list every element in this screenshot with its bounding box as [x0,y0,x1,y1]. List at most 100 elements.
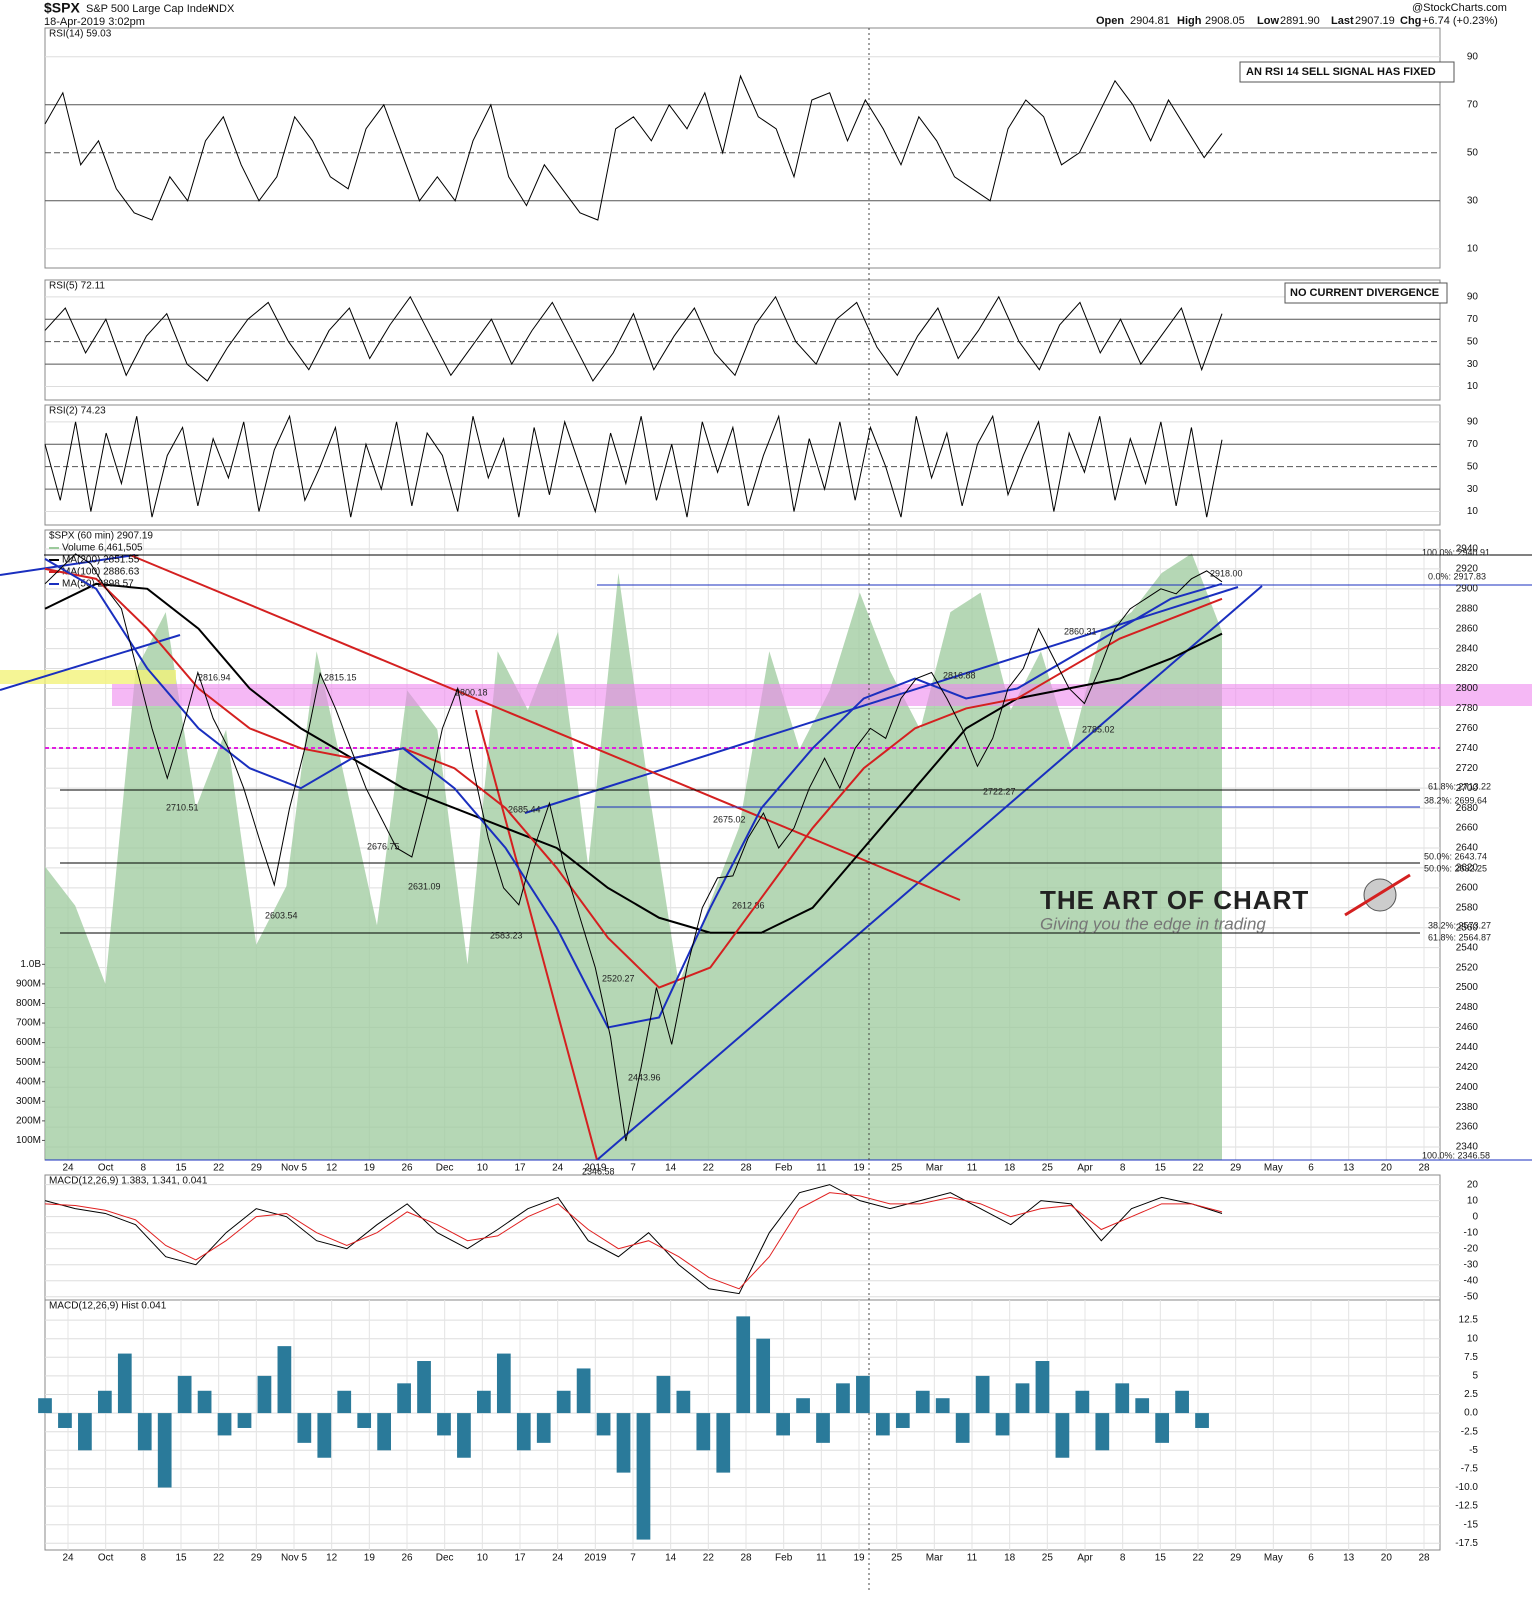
x-tick-label: 11 [967,1553,978,1564]
histogram-bar [576,1368,591,1414]
x-tick-label: Apr [1077,1553,1093,1564]
x-tick-label: Dec [436,1163,454,1174]
series-line [44,74,1223,221]
histogram-bar [975,1375,990,1414]
price-label: 2722.27 [983,786,1016,796]
y-tick-label: 50 [1467,147,1479,158]
x-tick-label: 15 [1155,1553,1167,1564]
y-tick-label: 2340 [1456,1142,1479,1153]
panel-title: MACD(12,26,9) 1.383, 1.341, 0.041 [49,1176,208,1187]
y2-tick-label: 700M [16,1018,41,1029]
series-line [44,1192,1223,1290]
histogram-bar [556,1390,571,1414]
x-tick-label: Dec [436,1553,454,1564]
histogram-bar [237,1413,252,1428]
fib-label: 50.0%: 2643.74 [1424,851,1487,861]
price-label: 2816.94 [198,672,231,682]
x-tick-label: 20 [1381,1163,1393,1174]
x-tick-label: 12 [326,1553,338,1564]
fib-label: 61.8%: 2713.22 [1428,781,1491,791]
x-tick-label: 24 [62,1163,74,1174]
x-tick-label: 17 [514,1553,526,1564]
panel-title: RSI(14) 59.03 [49,29,112,40]
histogram-bar [137,1413,152,1451]
date: 18-Apr-2019 3:02pm [44,16,145,28]
y-tick-label: 2520 [1456,962,1479,973]
histogram-bar [955,1413,970,1443]
x-tick-label: 29 [251,1553,263,1564]
histogram-bar [856,1375,870,1414]
histogram-bar [257,1375,272,1414]
price-label: 2815.15 [324,672,357,682]
panel-title: MACD(12,26,9) Hist 0.041 [49,1301,167,1312]
panel-title: RSI(5) 72.11 [49,281,105,292]
y-tick-label: 2600 [1456,883,1479,894]
y-tick-label: 2380 [1456,1102,1479,1113]
y-tick-label: -30 [1464,1259,1479,1270]
y-tick-label: 2800 [1456,683,1479,694]
histogram-bar [816,1413,830,1443]
histogram-bar [357,1413,372,1428]
y-tick-label: 2440 [1456,1042,1479,1053]
histogram-bar [915,1390,930,1414]
logo: THE ART OF CHART Giving you the edge in … [1040,873,1411,933]
header: $SPX S&P 500 Large Cap Index INDX 18-Apr… [44,0,1507,28]
panel-frame [44,279,1441,401]
x-tick-label: 2019 [584,1163,607,1174]
legend-entry: Volume 6,461,505 [62,543,143,554]
y-tick-label: 2760 [1456,723,1479,734]
y2-tick-label: 400M [16,1076,41,1087]
histogram-bar [1015,1383,1030,1414]
x-tick-label: 13 [1343,1163,1355,1174]
y-tick-label: 10 [1467,381,1479,392]
x-tick-label: 7 [630,1553,636,1564]
histogram-bar [496,1353,511,1414]
logo-arrow [1344,873,1411,917]
x-tick-label: 25 [891,1553,903,1564]
histogram-bar [596,1413,611,1436]
histogram-bar [117,1353,132,1414]
legend-entry: MA(50) 2898.57 [62,579,134,590]
y-tick-label: 2.5 [1464,1389,1478,1400]
drawings [0,28,1532,1590]
trendline [475,709,598,1161]
x-tick-label: 11 [816,1163,827,1174]
index-name: S&P 500 Large Cap Index [86,3,214,15]
price-label: 2710.51 [166,802,199,812]
legend-entry: MA(200) 2851.55 [62,555,140,566]
x-tick-label: 28 [740,1163,752,1174]
y-tick-label: 2540 [1456,942,1479,953]
x-tick-label: May [1264,1163,1283,1174]
y-tick-label: -40 [1464,1275,1479,1286]
histogram-bar [417,1361,431,1414]
x-tick-label: 10 [477,1163,489,1174]
x-tick-label: Apr [1077,1163,1093,1174]
price-label: 2685.44 [508,804,541,814]
chg-label: Chg [1400,15,1421,27]
x-tick-label: 26 [401,1553,413,1564]
histogram-bar [516,1413,531,1451]
x-tick-label: 28 [1418,1553,1430,1564]
histogram-bar [297,1413,312,1443]
x-tick-label: 8 [1120,1553,1126,1564]
y-tick-label: 5 [1472,1371,1478,1382]
histogram-bar [716,1413,731,1473]
panel-frame [44,1299,1441,1551]
x-tick-label: Oct [98,1553,114,1564]
y-tick-label: 0.0 [1464,1408,1478,1419]
x-tick-label: 29 [1230,1163,1242,1174]
y-tick-label: 70 [1467,439,1479,450]
legend-entry: MA(100) 2886.63 [62,567,140,578]
x-tick-label: 28 [1418,1163,1430,1174]
y-tick-label: 2720 [1456,763,1479,774]
symbol: $SPX [44,0,80,16]
x-tick-label: 15 [175,1553,187,1564]
y2-tick-label: 600M [16,1037,41,1048]
chg: +6.74 (+0.23%) [1422,15,1498,27]
x-tick-label: 14 [665,1553,677,1564]
trendline [596,585,1263,1161]
price-label: 2860.31 [1064,626,1097,636]
price-label: 2676.75 [367,841,400,851]
histogram-bar [656,1375,671,1414]
